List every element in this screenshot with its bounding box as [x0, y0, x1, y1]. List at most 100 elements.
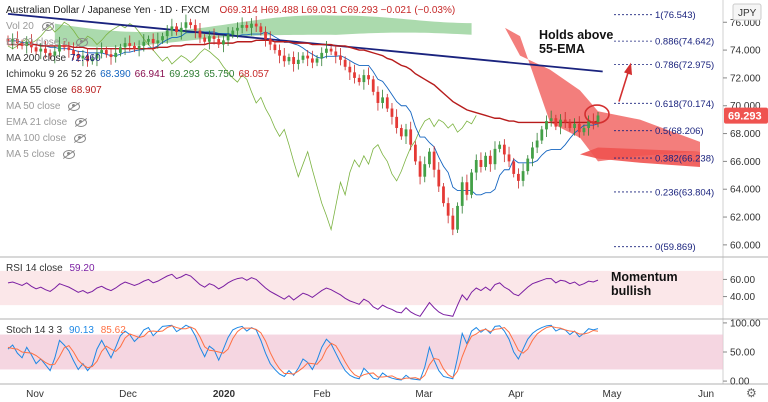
- candle-body: [353, 72, 356, 78]
- bb-indicator[interactable]: BB 20 close 2: [6, 36, 68, 48]
- x-tick-label: Mar: [415, 389, 433, 400]
- hide-eye-icon[interactable]: [74, 133, 87, 143]
- candle-body: [282, 55, 286, 62]
- candle-body: [554, 118, 558, 127]
- hide-eye-icon[interactable]: [75, 117, 88, 127]
- x-tick-label: Jun: [698, 389, 714, 400]
- chart-legend: Australian Dollar / Japanese Yen · 1D · …: [6, 2, 455, 162]
- stoch-label[interactable]: Stoch 14 3 3: [6, 325, 63, 336]
- candle-body: [320, 52, 324, 59]
- hide-eye-icon[interactable]: [62, 149, 75, 159]
- ema55-indicator[interactable]: EMA 55 close: [6, 84, 68, 96]
- candle-body: [6, 38, 10, 42]
- holds-annotation: Holds above 55-EMA: [539, 28, 613, 56]
- y-tick-label: 76.000: [730, 18, 761, 29]
- candle-body: [278, 50, 281, 56]
- ichimoku-v4: 65.750: [203, 68, 235, 80]
- candle-body: [465, 182, 469, 195]
- candle-body: [507, 154, 511, 162]
- rsi-value: 59.20: [69, 263, 95, 274]
- candle-body: [147, 38, 150, 42]
- ichimoku-v2: 66.941: [134, 68, 166, 80]
- candle-body: [296, 59, 300, 64]
- candle-body: [203, 37, 207, 42]
- candle-body: [442, 186, 445, 204]
- hide-eye-icon[interactable]: [75, 37, 88, 47]
- ichimoku-indicator[interactable]: Ichimoku 9 26 52 26: [6, 68, 97, 80]
- candle-body: [348, 66, 352, 73]
- x-tick-label: Nov: [26, 389, 44, 400]
- rsi-label[interactable]: RSI 14 close: [6, 263, 63, 274]
- rsi-legend: RSI 14 close 59.20: [6, 263, 95, 274]
- x-tick-label: 2020: [213, 389, 236, 400]
- fib-level-label: 0.618(70.174): [655, 99, 714, 110]
- candle-body: [310, 58, 314, 63]
- candle-body: [535, 140, 539, 148]
- vol-indicator[interactable]: Vol 20: [6, 20, 34, 32]
- candle-body: [156, 40, 160, 44]
- candle-body: [460, 182, 464, 206]
- candle-body: [95, 52, 99, 59]
- hide-eye-icon[interactable]: [41, 21, 54, 31]
- fib-level-label: 0(59.869): [655, 242, 696, 253]
- stoch-tick-label: 100.00: [730, 318, 761, 329]
- candle-body: [376, 91, 380, 103]
- symbol-title[interactable]: Australian Dollar / Japanese Yen · 1D · …: [6, 4, 210, 16]
- ma5-indicator[interactable]: MA 5 close: [6, 148, 55, 160]
- candle-body: [488, 155, 492, 165]
- candle-body: [90, 58, 94, 62]
- candle-body: [498, 144, 502, 149]
- candle-body: [502, 144, 506, 155]
- candle-body: [179, 27, 183, 32]
- candle-body: [512, 161, 516, 174]
- stoch-tick-label: 50.00: [730, 348, 755, 359]
- ichimoku-cloud-bear: [505, 27, 700, 162]
- ma50-indicator[interactable]: MA 50 close: [6, 100, 61, 112]
- candle-body: [15, 38, 19, 44]
- candle-body: [133, 45, 136, 49]
- candle-body: [268, 38, 272, 45]
- fib-level-label: 0.886(74.642): [655, 37, 714, 48]
- candle-body: [587, 121, 591, 128]
- hide-eye-icon[interactable]: [68, 101, 81, 111]
- candle-body: [432, 151, 436, 170]
- candle-body: [362, 75, 366, 83]
- x-tick-label: Dec: [119, 389, 137, 400]
- candle-body: [250, 23, 253, 28]
- candle-body: [521, 171, 525, 181]
- up-arrow-head: [624, 62, 632, 76]
- candle-body: [25, 41, 29, 46]
- ema21-indicator[interactable]: EMA 21 close: [6, 116, 68, 128]
- stoch-d-line: [7, 325, 599, 380]
- candle-body: [428, 151, 431, 165]
- candle-body: [20, 43, 24, 46]
- candle-body: [339, 55, 342, 60]
- candle-body: [128, 43, 132, 46]
- candle-body: [53, 51, 57, 56]
- holds-line2: 55-EMA: [539, 42, 585, 56]
- candle-body: [165, 30, 169, 37]
- candle-body: [170, 26, 174, 31]
- candle-body: [273, 44, 277, 51]
- y-tick-label: 60.000: [730, 240, 761, 251]
- settings-gear-icon[interactable]: ⚙: [746, 386, 757, 400]
- ichimoku-cloud-bull: [54, 15, 472, 48]
- candle-body: [114, 52, 118, 58]
- candle-body: [123, 43, 127, 48]
- stoch-tick-label: 0.00: [730, 377, 750, 388]
- candle-body: [287, 57, 291, 62]
- stoch-k-value: 90.13: [68, 325, 94, 336]
- stoch-k-line: [7, 324, 599, 381]
- candle-body: [236, 27, 239, 31]
- candle-body: [343, 59, 347, 67]
- ma200-indicator[interactable]: MA 200 close: [6, 52, 67, 64]
- candle-body: [456, 205, 459, 230]
- ma100-indicator[interactable]: MA 100 close: [6, 132, 67, 144]
- candle-body: [563, 119, 567, 123]
- candle-body: [189, 22, 193, 26]
- price-axis-bg: [723, 0, 768, 402]
- candle-body: [226, 34, 230, 41]
- candle-body: [81, 55, 85, 59]
